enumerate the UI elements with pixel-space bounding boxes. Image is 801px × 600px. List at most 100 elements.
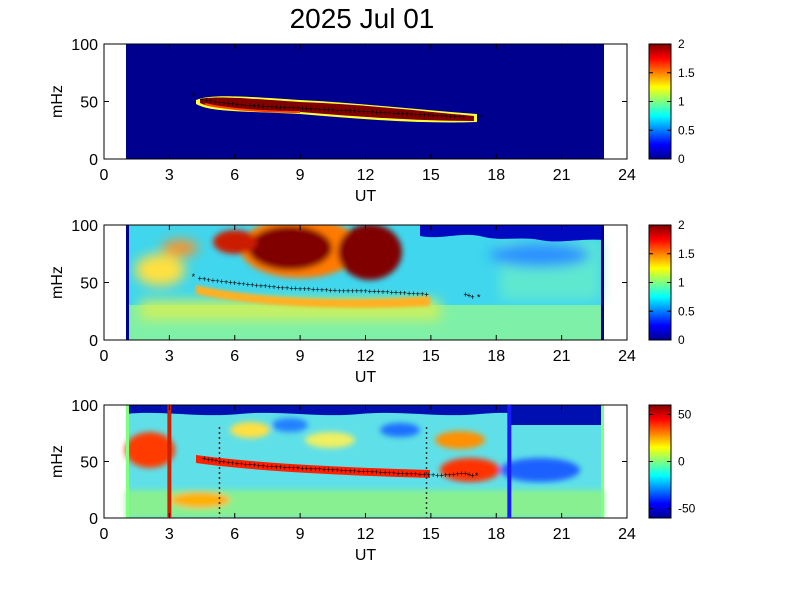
panel-1-ridge-marker: + [208, 97, 213, 106]
panel-3-ridge-marker: + [370, 467, 375, 476]
panel-3-ridge-marker: + [330, 465, 335, 474]
panel-1-ridge-marker: + [370, 108, 375, 117]
panel-2-ridge-marker: + [307, 285, 312, 294]
panel-1-spectrogram [126, 44, 604, 159]
panel-2-ridge-marker: + [232, 279, 237, 288]
panel-1-y-tick-label: 100 [71, 37, 98, 54]
panel-2-ridge-marker: + [272, 283, 277, 292]
panel-2-ridge-marker: + [245, 280, 250, 289]
panel-2-colorbar-tick-label: 1 [678, 276, 685, 290]
panel-3-orange-patch-1 [435, 431, 485, 449]
panel-3-ridge-marker: + [443, 471, 448, 480]
panel-2-blue-patch [490, 243, 590, 267]
panel-2-ridge-marker: + [376, 287, 381, 296]
panel-1-ridge-marker: + [374, 108, 379, 117]
panel-1-ridge-marker: + [348, 106, 353, 115]
panel-2-ridge-marker: + [293, 284, 298, 293]
panel-2-ridge-marker: + [198, 274, 203, 283]
panel-3-ridge-marker: + [413, 470, 418, 479]
panel-1-ridge-marker: + [444, 112, 449, 121]
panel-1-ridge-marker: + [248, 101, 253, 110]
panel-3-x-tick-label: 15 [422, 526, 440, 543]
panel-2-ridge-marker: + [206, 275, 211, 284]
panel-3-ridge-marker: + [226, 458, 231, 467]
panel-3-blue-patch-3 [500, 458, 580, 482]
panel-1-ridge-marker: + [457, 112, 462, 121]
panel-2-ridge-marker: + [354, 287, 359, 296]
panel-1-ridge-marker: + [326, 105, 331, 114]
panel-1-ridge-marker: + [448, 112, 453, 121]
panel-3-y-axis-label: mHz [49, 445, 66, 478]
panel-2-dark-red-blob-right [338, 225, 402, 280]
panel-1-ridge-marker: + [230, 100, 235, 109]
panel-2-x-tick-label: 15 [422, 348, 440, 365]
panel-1-band-core [200, 97, 474, 121]
panel-3-x-tick-label: 21 [553, 526, 571, 543]
panel-3-axes: 0 3 6 9 12 15 18 21 24 0 50 100 UT mHz [49, 398, 636, 564]
panel-3-colorbar-tick-label: 50 [678, 407, 692, 421]
panel-3-ridge-marker: + [459, 469, 464, 478]
panel-1-ridge-marker: + [435, 111, 440, 120]
panel-1-x-tick-label: 9 [296, 167, 305, 184]
panel-3-ridge-marker: + [278, 463, 283, 472]
panel-3-ridge-marker: + [348, 466, 353, 475]
panel-1-ridge-marker: + [217, 98, 222, 107]
panel-3-ridge-marker: + [210, 455, 215, 464]
panel-2-y-axis-label: mHz [49, 266, 66, 299]
panel-1-ridge-marker: + [222, 99, 227, 108]
panel-2-ridge-marker: + [324, 286, 329, 295]
panel-1-x-tick-label: 21 [553, 167, 571, 184]
panel-2-ridge-marker: + [315, 285, 320, 294]
panel-2-x-tick-label: 12 [357, 348, 375, 365]
panel-1-ridge-marker: + [422, 110, 427, 119]
panel-2-ridge-marker: + [411, 289, 416, 298]
panel-3-ridge-marker: + [426, 470, 431, 479]
panel-3-ridge-marker: + [451, 470, 456, 479]
panel-3-ridge-marker: + [313, 465, 318, 474]
panel-3-ridge-marker: + [405, 469, 410, 478]
panel-1-colorbar-tick-label: 1 [678, 95, 685, 109]
panel-2-ridge-marker: + [337, 286, 342, 295]
panel-2-axes: 0 3 6 9 12 15 18 21 24 0 50 100 UT mHz [49, 218, 636, 386]
panel-2-small-red-blob [213, 230, 257, 254]
panel-2-x-tick-label: 21 [553, 348, 571, 365]
panel-1-colorbar-tick-label: 0.5 [678, 123, 695, 137]
panel-1-ridge-marker: + [296, 104, 301, 113]
panel-1-ridge-marker: + [335, 106, 340, 115]
panel-2-y-tick-label: 100 [71, 218, 98, 235]
panel-3-ridge-markers: + + + + + + + + + + + + + + + + + + + + + + + + + + + + + + + + + + + + + + + +… [202, 454, 479, 481]
panel-1-x-tick-label: 15 [422, 167, 440, 184]
panel-2-right-edge [601, 225, 604, 340]
panel-1-ridge-markers: + + + + + + + + + + + + + + + + + + + + + + + + + + + + + + + + + + + + + + + +… [192, 91, 484, 123]
panel-3-ridge-marker: + [296, 464, 301, 473]
panel-2-x-tick-label: 0 [100, 348, 109, 365]
panel-3-x-tick-label: 12 [357, 526, 375, 543]
panel-2-y-tick-label: 0 [89, 333, 98, 350]
panel-1-ridge-marker: + [235, 100, 240, 109]
panel-2-ridge-marker: + [237, 279, 242, 288]
panel-3-ridge-marker: + [269, 462, 274, 471]
panel-3-ridge-marker: + [235, 459, 240, 468]
panel-1-ridge-marker: + [426, 111, 431, 120]
panel-3-x-tick-label: 0 [100, 526, 109, 543]
panel-1-ridge-marker: + [261, 102, 266, 111]
panel-3-red-patch [440, 458, 500, 482]
panel-1-ridge-marker: + [396, 109, 401, 118]
panel-1-ridge-marker: + [418, 110, 423, 119]
panel-1-ridge-marker: + [239, 100, 244, 109]
panel-2-ridge-marker: + [215, 277, 220, 286]
panel-2-ridge-marker: + [302, 284, 307, 293]
panel-1-ridge-marker: + [361, 107, 366, 116]
panel-2-ridge-marker: + [350, 287, 355, 296]
panel-3-ridge-marker: + [361, 467, 366, 476]
panel-3-blue-patch-2 [380, 423, 420, 437]
panel-1-ridge-marker: + [278, 103, 283, 112]
panel-1-ridge-marker: + [243, 101, 248, 110]
panel-3-band-red [196, 455, 430, 478]
panel-2-left-edge [126, 225, 129, 340]
panel-2-orange-blob [162, 240, 198, 256]
panel-1-ridge-marker: + [378, 108, 383, 117]
panel-1-axes: 0 3 6 9 12 15 18 21 24 0 50 100 UT mHz [49, 37, 636, 205]
panel-2-ridge-marker: + [333, 286, 338, 295]
panel-3-left-edge [126, 405, 129, 518]
